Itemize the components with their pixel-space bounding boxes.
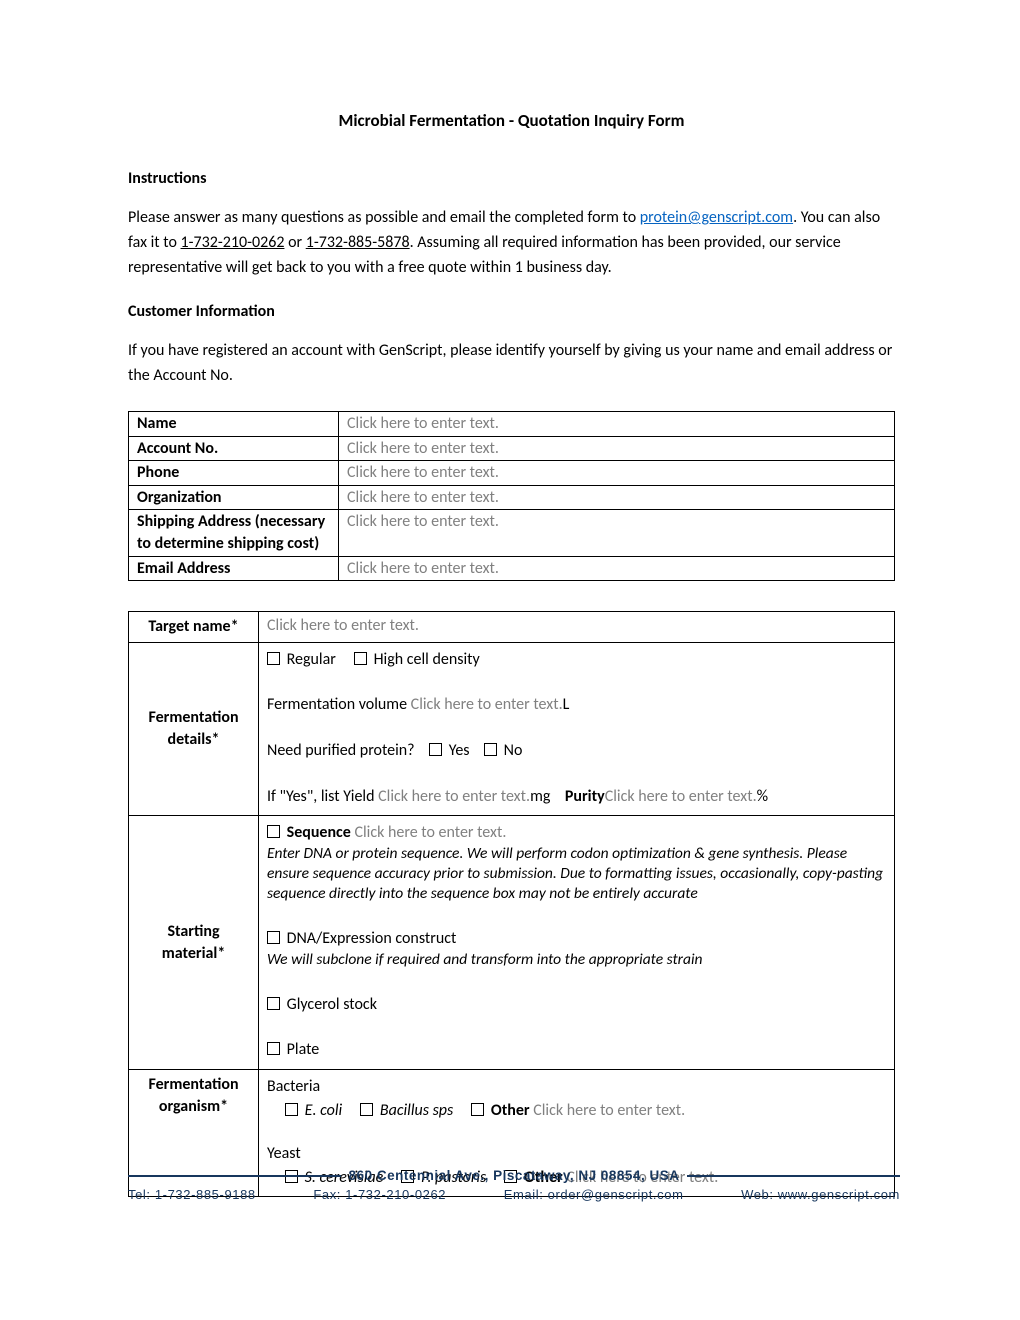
glycerol-checkbox[interactable] [267,997,280,1010]
bacillus-label: Bacillus sps [380,1101,453,1120]
customer-intro: If you have registered an account with G… [128,339,895,389]
plate-checkbox[interactable] [267,1042,280,1055]
dna-row: DNA/Expression construct [267,928,886,950]
target-label: Target name* [129,612,259,643]
footer-address-line: 860 Centennial Ave., Piscataway, NJ 0885… [128,1168,900,1183]
footer-address: 860 Centennial Ave., Piscataway, NJ 0885… [349,1168,680,1183]
highdens-label: High cell density [374,650,480,669]
customer-heading: Customer Information [128,302,895,321]
instr-part1: Please answer as many questions as possi… [128,208,640,227]
dna-checkbox[interactable] [267,931,280,944]
purity-label: Purity [565,787,605,806]
footer-contacts: Tel: 1-732-885-9188 Fax: 1-732-210-0262 … [128,1187,900,1202]
footer-rule-left [128,1175,341,1177]
sequence-label: Sequence [287,823,351,842]
page-footer: 860 Centennial Ave., Piscataway, NJ 0885… [128,1168,900,1202]
instr-fax2: 1-732-885-5878 [306,233,410,252]
account-label: Account No. [129,436,339,461]
ferm-vol-input[interactable]: Click here to enter text. [411,695,563,714]
name-placeholder: Click here to enter text. [347,414,499,433]
phone-label: Phone [129,461,339,486]
unit-mg: mg [530,787,550,806]
plate-label: Plate [287,1040,320,1059]
details-table: Target name* Click here to enter text. F… [128,611,895,1197]
bact-other-checkbox[interactable] [471,1103,484,1116]
need-protein-row: Need purified protein? Yes No [267,740,886,762]
instr-fax1: 1-732-210-0262 [181,233,285,252]
footer-tel: Tel: 1-732-885-9188 [128,1187,256,1202]
ferm-vol-label: Fermentation volume [267,695,411,714]
unit-L: L [563,695,570,714]
if-yes-label: If "Yes", list Yield [267,787,378,806]
sequence-input[interactable]: Click here to enter text. [354,823,506,842]
regular-checkbox[interactable] [267,652,280,665]
email-input[interactable]: Click here to enter text. [339,556,895,581]
email-placeholder: Click here to enter text. [347,559,499,578]
instr-email-link[interactable]: protein@genscript.com [640,208,793,227]
target-placeholder: Click here to enter text. [267,616,419,635]
phone-placeholder: Click here to enter text. [347,463,499,482]
footer-web: Web: www.genscript.com [741,1187,900,1202]
bacteria-label: Bacteria [267,1076,886,1098]
target-input[interactable]: Click here to enter text. [259,612,895,643]
instr-or: or [284,233,305,252]
ferm-label: Fermentation details* [129,642,259,815]
no-checkbox[interactable] [484,743,497,756]
bact-other-label: Other [491,1101,530,1120]
yield-input[interactable]: Click here to enter text. [378,787,530,806]
ferm-type-row: Regular High cell density [267,649,886,671]
org-input[interactable]: Click here to enter text. [339,485,895,510]
ship-input[interactable]: Click here to enter text. [339,510,895,556]
phone-input[interactable]: Click here to enter text. [339,461,895,486]
name-label: Name [129,411,339,436]
customer-info-table: Name Click here to enter text. Account N… [128,411,895,581]
page: Microbial Fermentation - Quotation Inqui… [0,0,1020,1320]
org-placeholder: Click here to enter text. [347,488,499,507]
bact-other-input[interactable]: Click here to enter text. [533,1101,685,1120]
name-input[interactable]: Click here to enter text. [339,411,895,436]
sequence-note: Enter DNA or protein sequence. We will p… [267,844,886,904]
bacillus-checkbox[interactable] [360,1103,373,1116]
no-label: No [504,741,523,760]
footer-rule-right [687,1175,900,1177]
form-title: Microbial Fermentation - Quotation Inqui… [128,110,895,131]
ferm-details-cell: Regular High cell density Fermentation v… [259,642,895,815]
yes-label: Yes [449,741,470,760]
glycerol-row: Glycerol stock [267,994,886,1016]
sequence-checkbox[interactable] [267,825,280,838]
account-placeholder: Click here to enter text. [347,439,499,458]
ecoli-checkbox[interactable] [285,1103,298,1116]
regular-label: Regular [287,650,336,669]
ecoli-label: E. coli [305,1101,343,1120]
unit-percent: % [757,787,768,806]
plate-row: Plate [267,1039,886,1061]
sequence-row: Sequence Click here to enter text. [267,822,886,844]
org-label: Organization [129,485,339,510]
ferm-volume-row: Fermentation volume Click here to enter … [267,694,886,716]
purity-input[interactable]: Click here to enter text. [605,787,757,806]
account-input[interactable]: Click here to enter text. [339,436,895,461]
footer-email: Email: order@genscript.com [504,1187,684,1202]
yield-row: If "Yes", list Yield Click here to enter… [267,786,886,808]
highdens-checkbox[interactable] [354,652,367,665]
yes-checkbox[interactable] [429,743,442,756]
starting-cell: Sequence Click here to enter text. Enter… [259,816,895,1070]
ship-placeholder: Click here to enter text. [347,512,499,531]
email-label: Email Address [129,556,339,581]
bacteria-options: E. coli Bacillus sps Other Click here to… [285,1100,886,1122]
dna-label: DNA/Expression construct [287,929,457,948]
instructions-text: Please answer as many questions as possi… [128,206,895,280]
instructions-heading: Instructions [128,169,895,188]
footer-fax: Fax: 1-732-210-0262 [313,1187,446,1202]
need-protein-label: Need purified protein? [267,741,415,760]
glycerol-label: Glycerol stock [287,995,377,1014]
yeast-label: Yeast [267,1143,886,1165]
ship-label: Shipping Address (necessary to determine… [129,510,339,556]
starting-label: Starting material* [129,816,259,1070]
dna-note: We will subclone if required and transfo… [267,950,886,970]
